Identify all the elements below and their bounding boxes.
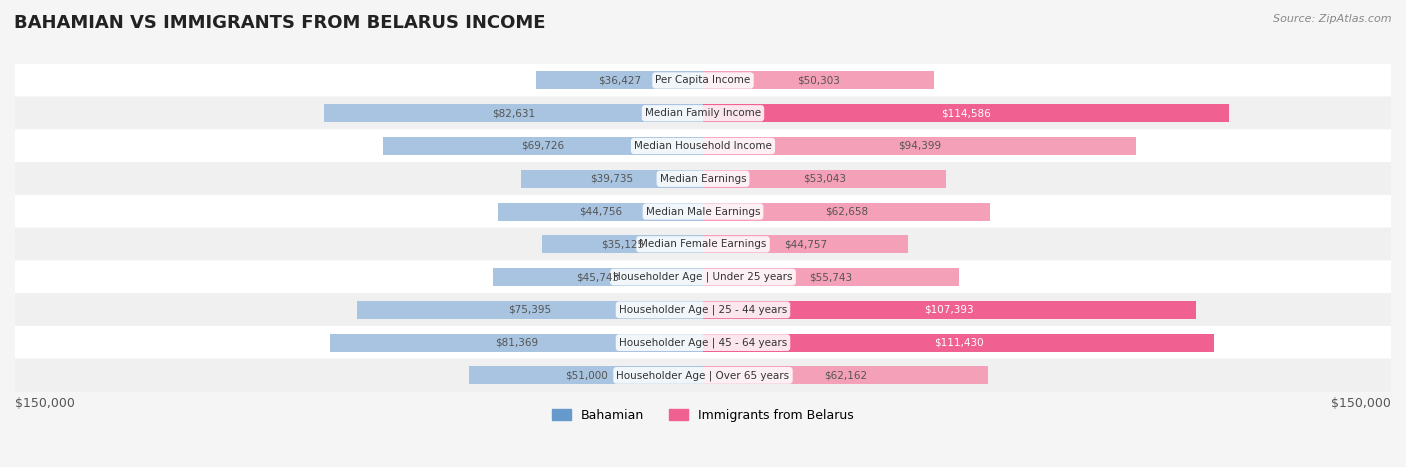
Bar xyxy=(703,301,1195,319)
Text: $94,399: $94,399 xyxy=(898,141,941,151)
Text: $111,430: $111,430 xyxy=(934,338,983,347)
Text: Median Family Income: Median Family Income xyxy=(645,108,761,118)
Text: $39,735: $39,735 xyxy=(591,174,634,184)
Text: $82,631: $82,631 xyxy=(492,108,536,118)
FancyBboxPatch shape xyxy=(15,97,1391,130)
Bar xyxy=(357,301,703,319)
Text: Source: ZipAtlas.com: Source: ZipAtlas.com xyxy=(1274,14,1392,24)
Text: $44,756: $44,756 xyxy=(579,206,621,217)
Bar xyxy=(498,203,703,220)
Text: $150,000: $150,000 xyxy=(15,396,75,410)
FancyBboxPatch shape xyxy=(15,64,1391,97)
FancyBboxPatch shape xyxy=(15,129,1391,163)
Text: Per Capita Income: Per Capita Income xyxy=(655,76,751,85)
Text: Median Earnings: Median Earnings xyxy=(659,174,747,184)
Text: $36,427: $36,427 xyxy=(598,76,641,85)
Bar xyxy=(703,268,959,286)
FancyBboxPatch shape xyxy=(15,195,1391,228)
Text: $35,125: $35,125 xyxy=(600,239,644,249)
Bar xyxy=(703,366,988,384)
FancyBboxPatch shape xyxy=(15,326,1391,359)
FancyBboxPatch shape xyxy=(15,162,1391,196)
FancyBboxPatch shape xyxy=(15,293,1391,326)
Text: Householder Age | Over 65 years: Householder Age | Over 65 years xyxy=(616,370,790,381)
Text: Median Female Earnings: Median Female Earnings xyxy=(640,239,766,249)
Text: $44,757: $44,757 xyxy=(785,239,827,249)
Text: Householder Age | 25 - 44 years: Householder Age | 25 - 44 years xyxy=(619,304,787,315)
Text: $51,000: $51,000 xyxy=(565,370,607,380)
FancyBboxPatch shape xyxy=(15,260,1391,294)
Bar xyxy=(330,333,703,352)
Text: Median Household Income: Median Household Income xyxy=(634,141,772,151)
Text: $53,043: $53,043 xyxy=(803,174,846,184)
Text: $50,303: $50,303 xyxy=(797,76,839,85)
Bar xyxy=(470,366,703,384)
Text: $107,393: $107,393 xyxy=(925,305,974,315)
Bar xyxy=(703,203,990,220)
Bar xyxy=(384,137,703,155)
Legend: Bahamian, Immigrants from Belarus: Bahamian, Immigrants from Belarus xyxy=(547,404,859,427)
Text: $55,743: $55,743 xyxy=(810,272,852,282)
Text: $62,658: $62,658 xyxy=(825,206,869,217)
Bar xyxy=(703,235,908,253)
Text: $69,726: $69,726 xyxy=(522,141,565,151)
Bar xyxy=(703,104,1229,122)
Bar xyxy=(703,170,946,188)
Bar xyxy=(494,268,703,286)
Text: Householder Age | 45 - 64 years: Householder Age | 45 - 64 years xyxy=(619,337,787,348)
Text: $150,000: $150,000 xyxy=(1331,396,1391,410)
Text: Householder Age | Under 25 years: Householder Age | Under 25 years xyxy=(613,272,793,283)
FancyBboxPatch shape xyxy=(15,359,1391,392)
Bar xyxy=(536,71,703,90)
Bar xyxy=(703,137,1136,155)
Text: BAHAMIAN VS IMMIGRANTS FROM BELARUS INCOME: BAHAMIAN VS IMMIGRANTS FROM BELARUS INCO… xyxy=(14,14,546,32)
Bar xyxy=(703,333,1215,352)
Bar xyxy=(541,235,703,253)
Bar xyxy=(520,170,703,188)
Text: $75,395: $75,395 xyxy=(509,305,551,315)
Bar xyxy=(323,104,703,122)
Text: $81,369: $81,369 xyxy=(495,338,538,347)
Text: $114,586: $114,586 xyxy=(941,108,991,118)
FancyBboxPatch shape xyxy=(15,227,1391,261)
Bar xyxy=(703,71,934,90)
Text: $62,162: $62,162 xyxy=(824,370,868,380)
Text: $45,743: $45,743 xyxy=(576,272,620,282)
Text: Median Male Earnings: Median Male Earnings xyxy=(645,206,761,217)
